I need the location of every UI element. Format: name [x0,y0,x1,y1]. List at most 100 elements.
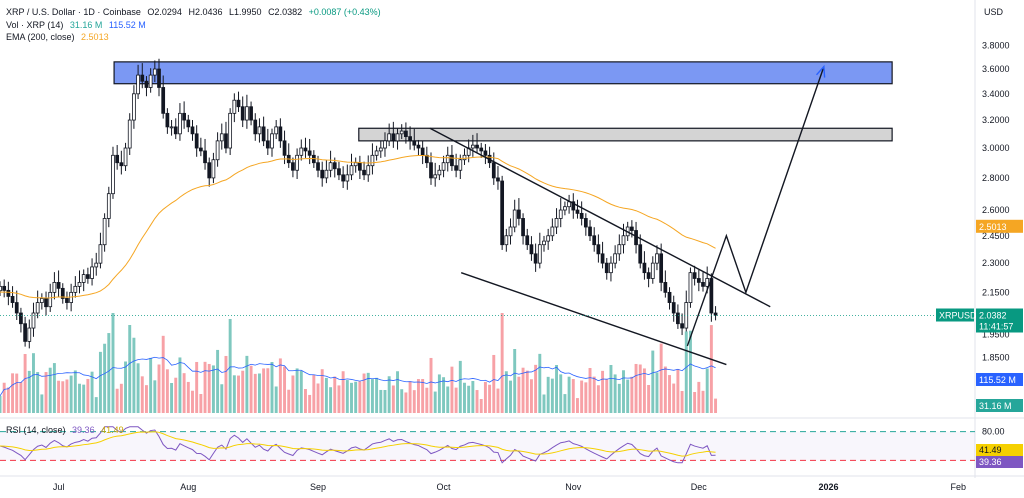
volume-bar [668,375,671,413]
volume-bar [471,381,475,413]
volume-bar [592,376,596,413]
volume-bar [124,361,128,413]
candle-body [600,253,605,264]
volume-bar [538,353,542,413]
candle-body [27,327,32,342]
candle-body [299,147,304,156]
volume-bar [500,313,504,413]
volume-bar [446,386,450,413]
volume-bar [467,385,471,413]
volume-bar [525,370,529,413]
volume-bar [642,368,646,413]
volume-bar [69,375,73,413]
price-tick-label: 1.9500 [982,330,1010,340]
candle-body [295,154,299,171]
candle-body [265,140,270,149]
volume-bar [23,354,27,413]
volume-bar [207,363,211,413]
candle-body [437,169,442,176]
volume-bar [337,385,341,413]
volume-ma-label-bg [976,373,1023,386]
candle-body [621,235,626,246]
volume-bar [98,351,102,413]
candle-body [198,147,203,152]
candle-body [391,133,396,142]
candle-body [245,106,249,121]
volume-bar [111,313,115,413]
candle-body [680,323,684,329]
volume-bar [165,369,169,413]
volume-bar [463,382,466,413]
volume-bar [571,379,575,413]
month-label: 2026 [819,482,839,492]
candle-body [412,140,417,146]
symbol-title[interactable]: XRP / U.S. Dollar · 1D · Coinbase [6,7,141,17]
candle-body [450,154,454,167]
candle-body [429,162,433,179]
volume-legend: Vol · XRP (14) 31.16 M 115.52 M [6,19,150,31]
channel-upper-line [429,127,771,308]
candle-body [56,282,61,289]
volume-bar [157,364,161,413]
volume-bar [48,367,52,413]
volume-bar [697,381,701,413]
volume-bar [27,370,31,413]
candle-body [713,312,718,316]
volume-bar [396,371,399,413]
candle-body [274,126,279,135]
candle-body [366,165,371,176]
volume-bar [266,368,270,413]
candle-body [517,209,521,219]
volume-bar [52,363,56,413]
candle-body [420,147,425,156]
volume-bar [450,366,454,413]
month-label: Oct [437,482,452,492]
candle-body [102,218,107,246]
candle-body [152,68,157,76]
volume-bar [475,390,479,413]
volume-bar [534,364,538,413]
volume-bar [94,397,98,413]
volume-bar [638,364,642,413]
candle-body [132,93,136,121]
candle-body [387,133,392,142]
candle-body [39,298,44,303]
candle-body [157,68,161,88]
volume-bar [458,360,462,413]
volume-bar [107,333,111,413]
volume-bar [345,380,349,413]
candle-body [349,165,354,176]
volume-bar [517,376,521,413]
volume-bar [186,381,190,413]
volume-bar [634,363,638,413]
volume-bar [521,367,525,413]
ema-legend: EMA (200, close) 2.5013 [6,31,113,43]
volume-bar [454,387,458,413]
resistance-zone [358,127,893,142]
candle-body [416,144,421,149]
volume-bar [550,378,554,413]
volume-bar [195,361,199,413]
volume-bar [245,355,249,413]
volume-bar [136,363,140,413]
candle-body [332,162,337,170]
rsi-label[interactable]: RSI (14, close) [6,425,66,435]
candle-body [676,312,680,325]
volume-bar [174,377,178,413]
candle-body [542,240,546,246]
candle-body [240,106,245,121]
candle-body [10,296,15,303]
close-value: C2.0382 [268,7,303,17]
candle-body [470,144,475,149]
volume-label[interactable]: Vol · XRP (14) [6,20,64,30]
candle-body [106,193,111,219]
candle-body [395,133,400,142]
projection-path [686,66,825,347]
month-label: Feb [951,482,967,492]
candle-body [458,159,463,171]
high-value: H2.0436 [188,7,223,17]
candle-body [550,226,555,237]
rsi-tick-80: 80.00 [982,427,1005,437]
ema-label[interactable]: EMA (200, close) [6,32,75,42]
